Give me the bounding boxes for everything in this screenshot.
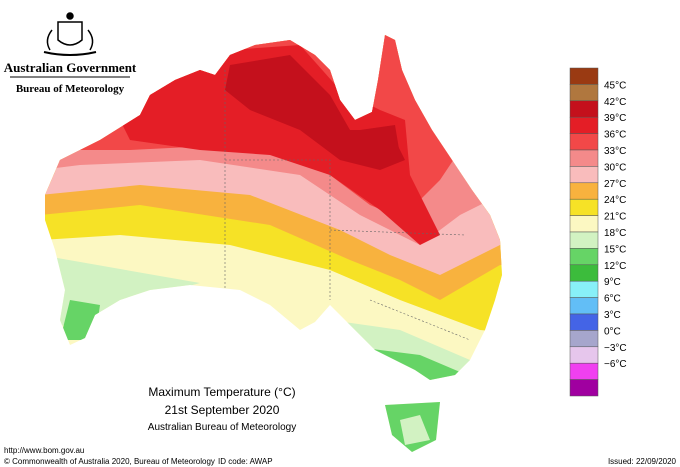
legend-label: 39°C (604, 113, 626, 124)
legend-swatch (569, 215, 599, 233)
temperature-region (225, 55, 405, 170)
legend-swatch (569, 346, 599, 364)
state-borders (224, 70, 471, 341)
legend-swatch (569, 280, 599, 298)
map-source: Australian Bureau of Meteorology (148, 422, 296, 433)
legend-swatch (569, 330, 599, 348)
legend-label: 15°C (604, 244, 626, 255)
temperature-region (120, 45, 440, 245)
temperature-region (360, 125, 400, 155)
legend-label: 0°C (604, 326, 621, 337)
legend-swatch (569, 248, 599, 266)
legend-label: 6°C (604, 294, 621, 305)
legend-swatch (569, 149, 599, 167)
legend-label: 42°C (604, 97, 626, 108)
legend-swatch (569, 264, 599, 282)
map-title: Maximum Temperature (°C) (148, 385, 295, 399)
legend-label: −3°C (604, 343, 627, 354)
url: http://www.bom.gov.au (4, 446, 84, 455)
legend-swatch (569, 100, 599, 118)
legend-label: 3°C (604, 310, 621, 321)
issued: Issued: 22/09/2020 (608, 457, 677, 466)
legend-swatch (569, 166, 599, 184)
temperature-region (400, 415, 430, 445)
id-code: ID code: AWAP (218, 457, 273, 466)
legend-label: −6°C (604, 359, 627, 370)
legend-swatch (569, 297, 599, 315)
legend-swatch (569, 313, 599, 331)
legend-label: 30°C (604, 162, 626, 173)
legend-label: 24°C (604, 195, 626, 206)
legend-swatch (569, 182, 599, 200)
legend-swatch (569, 116, 599, 134)
legend-label: 36°C (604, 130, 626, 141)
legend-label: 9°C (604, 277, 621, 288)
legend: 45°C 42°C 39°C 36°C 33°C 30°C 27°C 24°C 21°C 18°C… (569, 67, 627, 397)
agency-name: Bureau of Meteorology (16, 83, 125, 95)
legend-swatch (569, 362, 599, 380)
legend-swatch (569, 198, 599, 216)
legend-swatch (569, 84, 599, 102)
map-date: 21st September 2020 (165, 403, 280, 417)
legend-swatch (569, 67, 599, 85)
legend-label: 12°C (604, 261, 626, 272)
legend-label: 18°C (604, 228, 626, 239)
legend-swatch (569, 231, 599, 249)
legend-label: 45°C (604, 80, 626, 91)
legend-label: 27°C (604, 179, 626, 190)
legend-label: 21°C (604, 212, 626, 223)
legend-label: 33°C (604, 146, 626, 157)
legend-swatch (569, 379, 599, 397)
government-name: Australian Government (4, 60, 137, 75)
crest (43, 12, 97, 56)
legend-swatch (569, 133, 599, 151)
copyright: © Commonwealth of Australia 2020, Bureau… (4, 457, 215, 466)
